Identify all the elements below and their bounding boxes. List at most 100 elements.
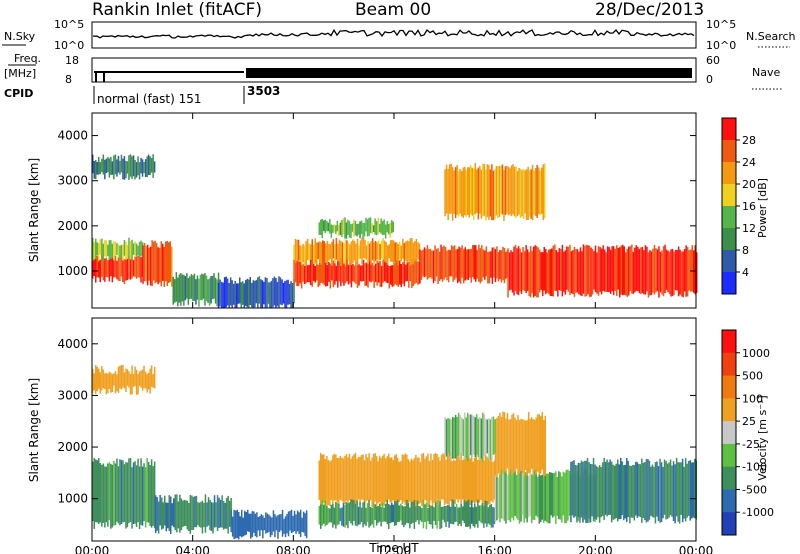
- heatmap-cell: [360, 220, 363, 235]
- heatmap-cell: [523, 419, 525, 478]
- heatmap-cell: [405, 241, 407, 261]
- heatmap-cell: [289, 510, 291, 531]
- heatmap-cell: [162, 502, 164, 529]
- heatmap-cell: [488, 165, 490, 220]
- heatmap-cell: [502, 473, 504, 520]
- heatmap-cell: [189, 495, 192, 534]
- heatmap-cell: [362, 237, 365, 259]
- colorbar-swatch: [722, 512, 736, 536]
- heatmap-cell: [311, 259, 313, 287]
- heatmap-cell: [362, 502, 364, 528]
- colorbar-tick-label: -25: [742, 438, 760, 451]
- colorbar-tick-label: 500: [742, 370, 763, 383]
- heatmap-cell: [600, 467, 602, 518]
- heatmap-cell: [662, 466, 664, 519]
- heatmap-cell: [415, 239, 418, 262]
- heatmap-cell: [114, 463, 117, 525]
- heatmap-cell: [450, 245, 453, 277]
- heatmap-cell: [396, 260, 398, 286]
- heatmap-cell: [314, 238, 316, 264]
- heatmap-cell: [518, 167, 520, 215]
- heatmap-cell: [219, 499, 222, 528]
- heatmap-cell: [370, 261, 372, 283]
- heatmap-cell: [134, 241, 136, 256]
- heatmap-cell: [612, 246, 615, 296]
- noise-sky-trace: [92, 28, 695, 39]
- heatmap-cell: [471, 167, 473, 216]
- heatmap-cell: [434, 502, 437, 525]
- heatmap-cell: [672, 461, 675, 521]
- heatmap-cell: [122, 460, 124, 523]
- heatmap-cell: [492, 416, 495, 455]
- heatmap-cell: [177, 501, 180, 529]
- x-tick-label: 00:00: [75, 544, 110, 554]
- heatmap-cell: [491, 247, 494, 284]
- heatmap-cell: [465, 170, 467, 217]
- heatmap-cell: [454, 167, 457, 219]
- heatmap-cell: [368, 217, 370, 236]
- heatmap-cell: [486, 456, 488, 504]
- heatmap-cell: [107, 373, 109, 393]
- heatmap-cell: [239, 516, 241, 537]
- heatmap-cell: [445, 459, 447, 504]
- heatmap-cell: [548, 249, 550, 294]
- heatmap-cell: [593, 251, 595, 290]
- y-tick-label: 3000: [57, 174, 88, 188]
- heatmap-cell: [604, 461, 607, 515]
- heatmap-cell: [128, 155, 130, 180]
- heatmap-cell: [541, 167, 543, 214]
- heatmap-cell: [603, 457, 605, 520]
- heatmap-cell: [530, 169, 532, 219]
- heatmap-cell: [400, 503, 402, 521]
- heatmap-cell: [460, 503, 462, 527]
- heatmap-cell: [321, 499, 323, 526]
- heatmap-cell: [423, 247, 426, 278]
- heatmap-cell: [361, 265, 363, 282]
- heatmap-cell: [499, 474, 501, 523]
- heatmap-cell: [446, 250, 448, 281]
- heatmap-cell: [437, 505, 440, 522]
- heatmap-cell: [274, 514, 276, 538]
- heatmap-cell: [421, 508, 423, 523]
- heatmap-cell: [419, 249, 421, 284]
- heatmap-cell: [241, 509, 243, 538]
- heatmap-cell: [535, 469, 537, 516]
- heatmap-cell: [326, 265, 329, 286]
- heatmap-cell: [397, 457, 399, 502]
- heatmap-cell: [493, 507, 496, 524]
- heatmap-cell: [299, 245, 301, 262]
- heatmap-cell: [541, 411, 543, 470]
- heatmap-cell: [236, 509, 238, 539]
- heatmap-cell: [123, 464, 126, 523]
- heatmap-cell: [374, 218, 376, 235]
- heatmap-cell: [412, 502, 414, 523]
- nave-label: Nave: [752, 66, 780, 79]
- heatmap-cell: [303, 245, 306, 266]
- heatmap-cell: [347, 503, 349, 529]
- heatmap-cell: [600, 248, 603, 295]
- cpid-label: CPID: [4, 87, 33, 100]
- heatmap-cell: [486, 419, 489, 454]
- heatmap-cell: [659, 458, 661, 523]
- heatmap-cell: [129, 154, 132, 177]
- heatmap-cell: [675, 457, 678, 517]
- heatmap-cell: [421, 453, 423, 506]
- heatmap-cell: [639, 464, 642, 518]
- heatmap-cell: [409, 265, 412, 282]
- heatmap-cell: [290, 509, 293, 533]
- heatmap-cell: [588, 462, 590, 519]
- heatmap-cell: [146, 373, 148, 393]
- heatmap-cell: [478, 455, 481, 503]
- heatmap-cell: [668, 462, 670, 518]
- heatmap-cell: [493, 460, 496, 500]
- heatmap-cell: [503, 469, 506, 521]
- heatmap-cell: [507, 248, 509, 298]
- heatmap-cell: [329, 508, 331, 523]
- heatmap-cell: [621, 461, 623, 516]
- heatmap-cell: [143, 463, 145, 522]
- heatmap-cell: [320, 264, 322, 283]
- heatmap-cell: [535, 246, 538, 298]
- heatmap-cell: [332, 239, 335, 259]
- heatmap-cell: [389, 457, 391, 503]
- heatmap-cell: [394, 501, 396, 526]
